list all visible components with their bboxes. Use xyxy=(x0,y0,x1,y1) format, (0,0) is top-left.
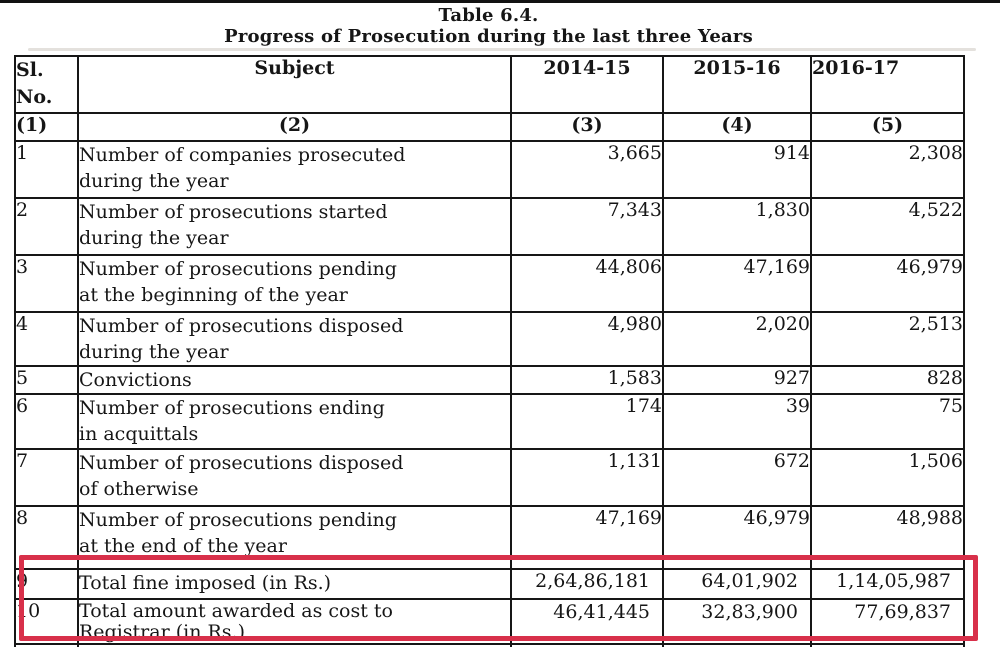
cell-empty xyxy=(14,643,79,647)
cell-2015-16: 64,01,902 xyxy=(662,568,812,600)
cell-sl-no: 3 xyxy=(14,254,79,313)
table-body: Sl. No. Subject 2014-15 2015-16 2016-17 … xyxy=(14,55,965,647)
header-year-2015-16: 2015-16 xyxy=(662,55,812,114)
col-num-4: (4) xyxy=(662,112,812,142)
col-num-3: (3) xyxy=(510,112,664,142)
cell-subject: Number of companies prosecuted during th… xyxy=(77,140,512,199)
cell-2016-17: 2,513 xyxy=(810,311,965,367)
table-row-cutoff xyxy=(14,643,965,647)
cell-2016-17: 1,506 xyxy=(810,448,965,507)
cell-2015-16: 39 xyxy=(662,393,812,450)
cell-sl-no: 7 xyxy=(14,448,79,507)
cell-2015-16: 1,830 xyxy=(662,197,812,256)
cell-subject: Convictions xyxy=(77,365,512,395)
cell-2016-17: 1,14,05,987 xyxy=(810,568,965,600)
header-row: Sl. No. Subject 2014-15 2015-16 2016-17 xyxy=(14,55,965,114)
header-year-2014-15: 2014-15 xyxy=(510,55,664,114)
column-number-row: (1) (2) (3) (4) (5) xyxy=(14,112,965,142)
cell-2016-17: 2,308 xyxy=(810,140,965,199)
cell-sl-no: 4 xyxy=(14,311,79,367)
cell-2014-15: 174 xyxy=(510,393,664,450)
scan-artifact-line xyxy=(28,48,976,51)
cell-empty xyxy=(510,643,664,647)
cell-subject: Number of prosecutions ending in acquitt… xyxy=(77,393,512,450)
cell-sl-no: 5 xyxy=(14,365,79,395)
col-num-5: (5) xyxy=(810,112,965,142)
table-row: 6 Number of prosecutions ending in acqui… xyxy=(14,393,965,450)
cell-2014-15: 7,343 xyxy=(510,197,664,256)
table-row: 3 Number of prosecutions pending at the … xyxy=(14,254,965,313)
header-sl-no: Sl. No. xyxy=(14,55,79,114)
red-highlight-box xyxy=(19,555,978,641)
cell-sl-no: 6 xyxy=(14,393,79,450)
cell-2014-15: 3,665 xyxy=(510,140,664,199)
cell-2014-15: 1,583 xyxy=(510,365,664,395)
cell-2015-16: 2,020 xyxy=(662,311,812,367)
cell-sl-no: 2 xyxy=(14,197,79,256)
top-border-rule xyxy=(0,0,1000,3)
table-number: Table 6.4. xyxy=(438,5,539,26)
cell-2016-17: 4,522 xyxy=(810,197,965,256)
col-num-1: (1) xyxy=(14,112,79,142)
table-row: 5 Convictions 1,583 927 828 xyxy=(14,365,965,395)
cell-2014-15: 2,64,86,181 xyxy=(510,568,664,600)
cell-2015-16: 47,169 xyxy=(662,254,812,313)
cell-2016-17: 46,979 xyxy=(810,254,965,313)
header-subject: Subject xyxy=(77,55,512,114)
cell-2014-15: 44,806 xyxy=(510,254,664,313)
cell-2015-16: 672 xyxy=(662,448,812,507)
cell-2016-17: 828 xyxy=(810,365,965,395)
cell-empty xyxy=(77,643,512,647)
table-row: 1 Number of companies prosecuted during … xyxy=(14,140,965,199)
table-row-highlighted: 9 Total fine imposed (in Rs.) 2,64,86,18… xyxy=(14,568,965,600)
table-row: 4 Number of prosecutions disposed during… xyxy=(14,311,965,367)
cell-2014-15: 1,131 xyxy=(510,448,664,507)
cell-empty xyxy=(810,643,965,647)
prosecution-table: Sl. No. Subject 2014-15 2015-16 2016-17 … xyxy=(14,55,965,647)
table-title: Table 6.4. Progress of Prosecution durin… xyxy=(0,5,977,47)
cell-empty xyxy=(662,643,812,647)
cell-2015-16: 914 xyxy=(662,140,812,199)
header-year-2016-17: 2016-17 xyxy=(810,55,965,114)
table-row: 2 Number of prosecutions started during … xyxy=(14,197,965,256)
cell-sl-no: 1 xyxy=(14,140,79,199)
cell-subject: Number of prosecutions pending at the be… xyxy=(77,254,512,313)
cell-subject: Number of prosecutions disposed of other… xyxy=(77,448,512,507)
cell-subject: Number of prosecutions started during th… xyxy=(77,197,512,256)
cell-subject: Number of prosecutions disposed during t… xyxy=(77,311,512,367)
table-caption: Progress of Prosecution during the last … xyxy=(224,26,753,47)
table-row: 7 Number of prosecutions disposed of oth… xyxy=(14,448,965,507)
cell-subject: Total fine imposed (in Rs.) xyxy=(77,568,512,600)
cell-2015-16: 927 xyxy=(662,365,812,395)
cell-2016-17: 75 xyxy=(810,393,965,450)
cell-2014-15: 4,980 xyxy=(510,311,664,367)
col-num-2: (2) xyxy=(77,112,512,142)
